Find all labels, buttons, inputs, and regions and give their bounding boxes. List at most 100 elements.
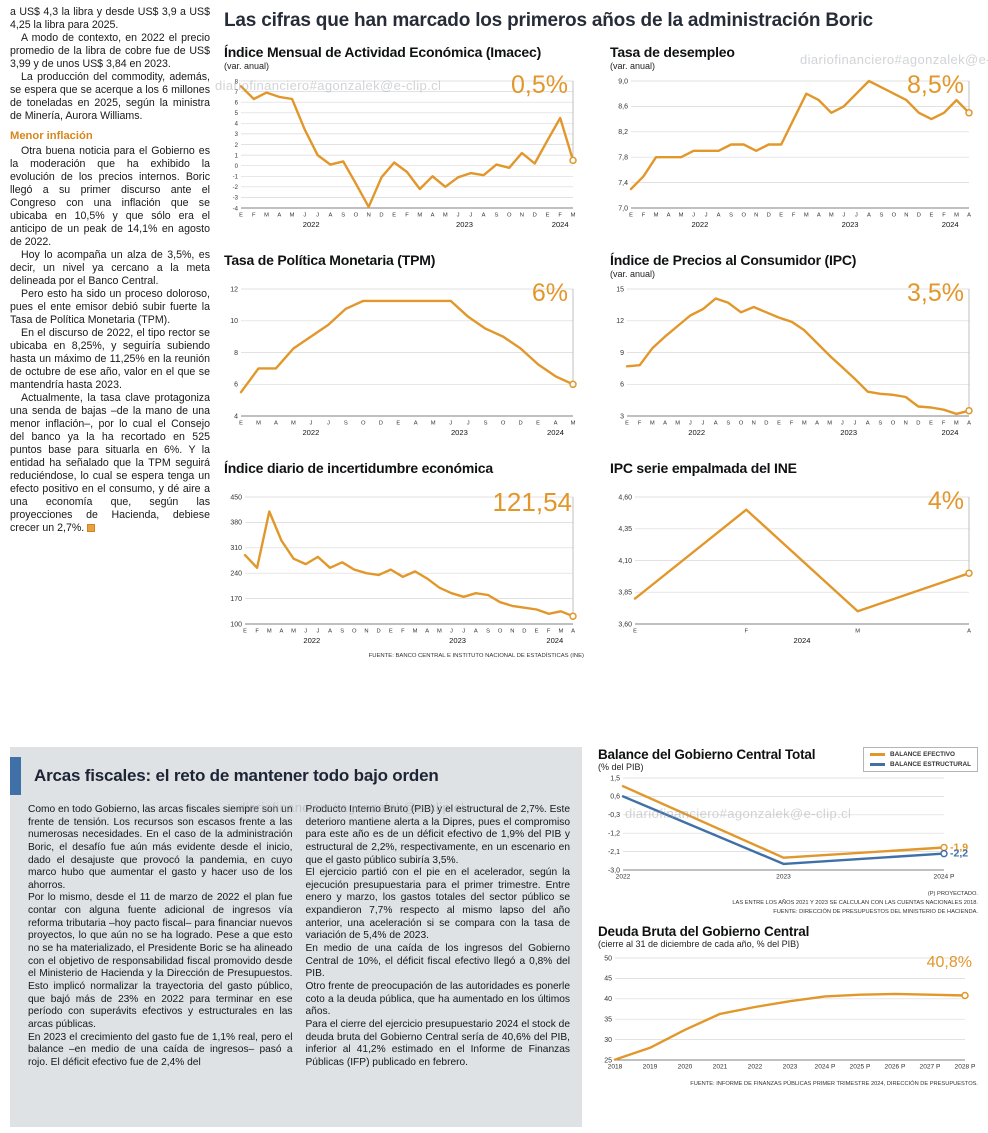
svg-text:2023: 2023 <box>456 220 473 229</box>
chart-title: Deuda Bruta del Gobierno Central <box>598 924 810 940</box>
fiscal-article-box: Arcas fiscales: el reto de mantener todo… <box>10 747 582 1127</box>
svg-text:F: F <box>642 213 646 219</box>
svg-text:A: A <box>667 213 671 219</box>
svg-text:E: E <box>536 421 540 427</box>
svg-text:4,60: 4,60 <box>618 494 632 501</box>
chart-card-ipc: Índice de Precios al Consumidor (IPC) (v… <box>610 252 980 444</box>
svg-text:E: E <box>777 421 781 427</box>
article-paragraph: La producción del commodity, además, se … <box>10 71 210 123</box>
svg-text:2018: 2018 <box>608 1064 623 1071</box>
svg-text:M: M <box>650 421 655 427</box>
svg-text:M: M <box>431 421 436 427</box>
svg-text:O: O <box>498 629 503 635</box>
svg-text:D: D <box>533 213 537 219</box>
svg-text:M: M <box>558 629 563 635</box>
svg-text:-3,0: -3,0 <box>608 867 620 874</box>
svg-text:D: D <box>764 421 768 427</box>
svg-text:A: A <box>817 213 821 219</box>
svg-text:100: 100 <box>230 621 242 628</box>
svg-text:J: J <box>854 421 857 427</box>
svg-text:M: M <box>267 629 272 635</box>
svg-text:M: M <box>804 213 809 219</box>
accent-bar <box>10 757 21 795</box>
svg-text:A: A <box>279 629 283 635</box>
svg-text:O: O <box>739 421 744 427</box>
svg-text:J: J <box>304 629 307 635</box>
fiscal-columns: Como en todo Gobierno, las arcas fiscale… <box>10 804 570 1069</box>
legend-label: BALANCE EFECTIVO <box>890 751 956 758</box>
svg-text:N: N <box>754 213 758 219</box>
svg-text:D: D <box>377 629 381 635</box>
svg-text:F: F <box>792 213 796 219</box>
svg-text:M: M <box>413 629 418 635</box>
fiscal-paragraph: Como en todo Gobierno, las arcas fiscale… <box>28 804 293 891</box>
svg-text:3,85: 3,85 <box>618 590 632 597</box>
svg-text:2027 P: 2027 P <box>920 1064 942 1071</box>
svg-text:S: S <box>878 421 882 427</box>
svg-text:O: O <box>892 213 897 219</box>
chart-title: IPC serie empalmada del INE <box>610 460 797 476</box>
chart-card-balance: BALANCE EFECTIVO BALANCE ESTRUCTURAL Bal… <box>598 747 978 916</box>
svg-text:4,35: 4,35 <box>618 526 632 533</box>
svg-text:1,5: 1,5 <box>610 775 620 782</box>
svg-text:D: D <box>522 629 526 635</box>
svg-text:2021: 2021 <box>713 1064 728 1071</box>
legend-swatch-efectivo <box>870 752 886 757</box>
svg-text:A: A <box>328 629 332 635</box>
svg-text:N: N <box>364 629 368 635</box>
svg-text:8: 8 <box>234 350 238 357</box>
chart-title: Índice Mensual de Actividad Económica (I… <box>224 44 542 60</box>
chart-value-label: 121,54 <box>492 487 572 517</box>
svg-text:2022: 2022 <box>748 1064 763 1071</box>
article-paragraph: Pero esto ha sido un proceso doloroso, p… <box>10 288 210 327</box>
svg-text:E: E <box>239 421 243 427</box>
bottom-charts-column: BALANCE EFECTIVO BALANCE ESTRUCTURAL Bal… <box>598 747 978 1127</box>
svg-text:2024: 2024 <box>942 220 959 229</box>
chart-value-label: 0,5% <box>511 71 568 99</box>
svg-text:2024: 2024 <box>552 220 569 229</box>
svg-text:M: M <box>675 421 680 427</box>
svg-text:O: O <box>352 629 357 635</box>
svg-text:N: N <box>904 213 908 219</box>
svg-text:3: 3 <box>235 132 239 138</box>
chart-source: FUENTE: BANCO CENTRAL E INSTITUTO NACION… <box>368 653 584 659</box>
charts-section: Las cifras que han marcado los primeros … <box>224 6 978 737</box>
svg-text:O: O <box>501 421 506 427</box>
svg-text:0: 0 <box>235 164 239 170</box>
chart-card-deuda: Deuda Bruta del Gobierno Central (cierre… <box>598 924 978 1089</box>
article-column: a US$ 4,3 la libra y desde US$ 3,9 a US$… <box>10 6 210 737</box>
svg-text:F: F <box>790 421 794 427</box>
svg-text:A: A <box>277 213 281 219</box>
svg-text:240: 240 <box>230 571 242 578</box>
svg-text:F: F <box>745 629 749 635</box>
article-paragraph: Otra buena noticia para el Gobierno es l… <box>10 144 210 249</box>
chart-subtitle: (var. anual) <box>610 269 656 279</box>
svg-text:M: M <box>802 421 807 427</box>
svg-text:310: 310 <box>230 545 242 552</box>
svg-text:12: 12 <box>616 318 624 325</box>
svg-text:J: J <box>855 213 858 219</box>
article-paragraph: En el discurso de 2022, el tipo rector s… <box>10 327 210 392</box>
svg-text:A: A <box>866 421 870 427</box>
svg-text:J: J <box>689 421 692 427</box>
svg-text:J: J <box>450 629 453 635</box>
chart-value-label: 4% <box>927 487 964 515</box>
legend-item-estructural: BALANCE ESTRUCTURAL <box>870 761 971 768</box>
chart-title: Índice de Precios al Consumidor (IPC) <box>610 252 857 268</box>
svg-text:M: M <box>290 213 295 219</box>
svg-text:6: 6 <box>234 382 238 389</box>
page-title: Las cifras que han marcado los primeros … <box>224 10 873 31</box>
svg-text:2019: 2019 <box>643 1064 658 1071</box>
chart-subtitle: (var. anual) <box>224 61 270 71</box>
svg-text:E: E <box>929 213 933 219</box>
svg-text:2022: 2022 <box>688 428 705 437</box>
svg-text:J: J <box>467 421 470 427</box>
article-end-icon <box>87 524 96 533</box>
svg-text:S: S <box>484 421 488 427</box>
svg-text:O: O <box>354 213 359 219</box>
svg-text:7: 7 <box>235 90 239 96</box>
